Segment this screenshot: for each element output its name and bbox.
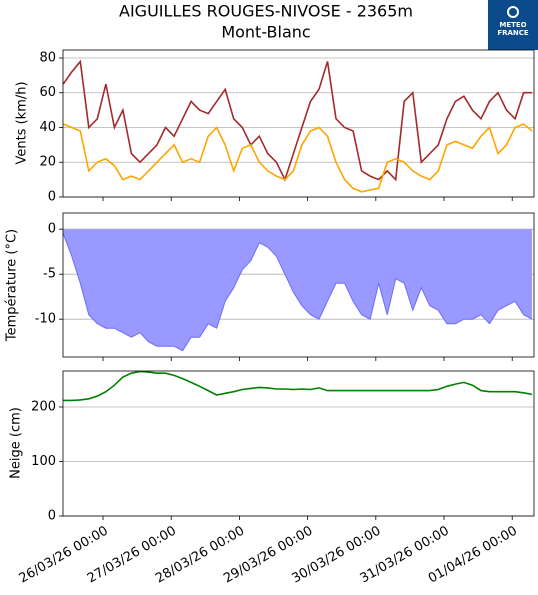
axes-frame	[62, 49, 535, 198]
plot-area	[63, 371, 533, 402]
plot-area	[63, 59, 533, 193]
logo-icon	[507, 6, 519, 18]
line	[63, 59, 533, 182]
y-tick-label: 20	[39, 155, 56, 170]
chart-title: AIGUILLES ROUGES-NIVOSE - 2365m	[119, 2, 413, 21]
area-edge	[63, 233, 533, 352]
y-tick-label: 0	[48, 222, 56, 237]
y-tick-label: -5	[43, 267, 56, 282]
y-tick-label: 60	[39, 85, 56, 100]
y-tick-label: 40	[39, 120, 56, 135]
plot-area	[63, 229, 533, 352]
y-tick-label: -10	[35, 312, 56, 327]
y-tick-label: 200	[31, 399, 56, 414]
y-axis-label: Température (°C)	[5, 229, 20, 342]
chart-subtitle: Mont-Blanc	[221, 23, 310, 42]
logo-text: FRANCE	[497, 29, 529, 37]
y-tick-label: 0	[48, 509, 56, 524]
logo-background	[488, 0, 538, 50]
y-tick-label: 100	[31, 454, 56, 469]
logo: METEO FRANCE	[488, 0, 538, 50]
line	[63, 123, 533, 193]
y-tick-label: 80	[39, 50, 56, 65]
y-axis-label: Neige (cm)	[9, 407, 24, 479]
y-axis-label: Vents (km/h)	[15, 81, 30, 164]
y-tick-label: 0	[48, 190, 56, 205]
axes-frame	[62, 370, 535, 517]
area-fill	[63, 229, 533, 351]
line	[63, 371, 533, 402]
logo-text: METEO	[499, 21, 526, 29]
axes-frame	[62, 212, 535, 358]
